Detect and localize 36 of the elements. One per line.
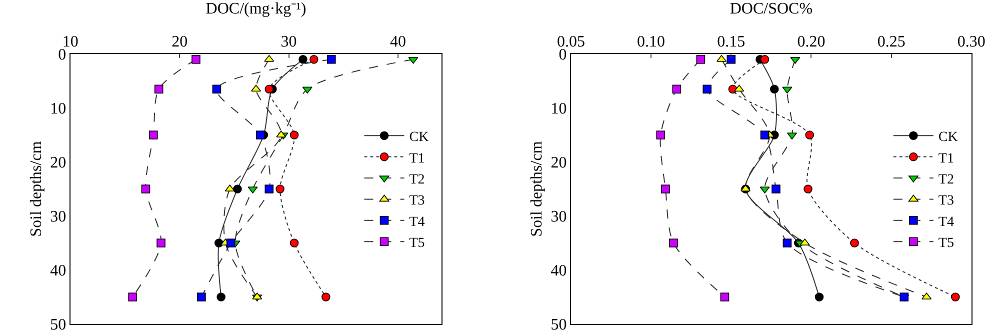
legend-label: T5 [938, 236, 954, 252]
legend-label: T4 [938, 214, 954, 230]
legend-label: CK [938, 130, 958, 146]
x-tick-label: 40 [390, 34, 406, 51]
y-tick-label: 10 [550, 100, 567, 118]
x-tick-label: 20 [172, 34, 188, 51]
y-tick-label: 0 [58, 46, 66, 64]
y-axis-title: Soil depths/cm [528, 140, 546, 237]
x-tick-label: 0.10 [637, 34, 666, 51]
y-tick-label: 50 [50, 316, 66, 334]
legend-label: T2 [938, 172, 954, 188]
x-tick-label: 30 [280, 34, 297, 51]
legend-label: T5 [409, 236, 425, 252]
y-axis-title: Soil depths/cm [28, 140, 46, 237]
x-tick-label: 0.25 [877, 34, 906, 51]
y-tick-label: 20 [550, 154, 567, 172]
x-tick-label: 0.20 [797, 34, 826, 51]
legend-label: T1 [938, 151, 954, 166]
x-tick-label: 0.30 [957, 34, 986, 51]
x-axis-title: DOC/(mg·kg⁻¹) [206, 0, 306, 18]
y-tick-label: 40 [50, 262, 66, 280]
y-tick-label: 20 [50, 154, 66, 172]
legend-label: T3 [938, 194, 954, 209]
legend-label: T3 [409, 194, 425, 209]
legend-label: T1 [409, 151, 425, 166]
x-tick-label: 0.15 [717, 34, 746, 51]
x-axis-title: DOC/SOC% [730, 0, 813, 18]
y-tick-label: 30 [50, 208, 66, 226]
y-tick-label: 40 [550, 262, 567, 280]
legend-label: CK [409, 130, 429, 146]
y-tick-label: 10 [50, 100, 66, 118]
y-tick-label: 30 [550, 208, 567, 226]
legend-label: T2 [409, 172, 425, 188]
legend-label: T4 [409, 214, 425, 230]
y-tick-label: 50 [550, 316, 567, 334]
y-tick-label: 0 [558, 46, 567, 64]
